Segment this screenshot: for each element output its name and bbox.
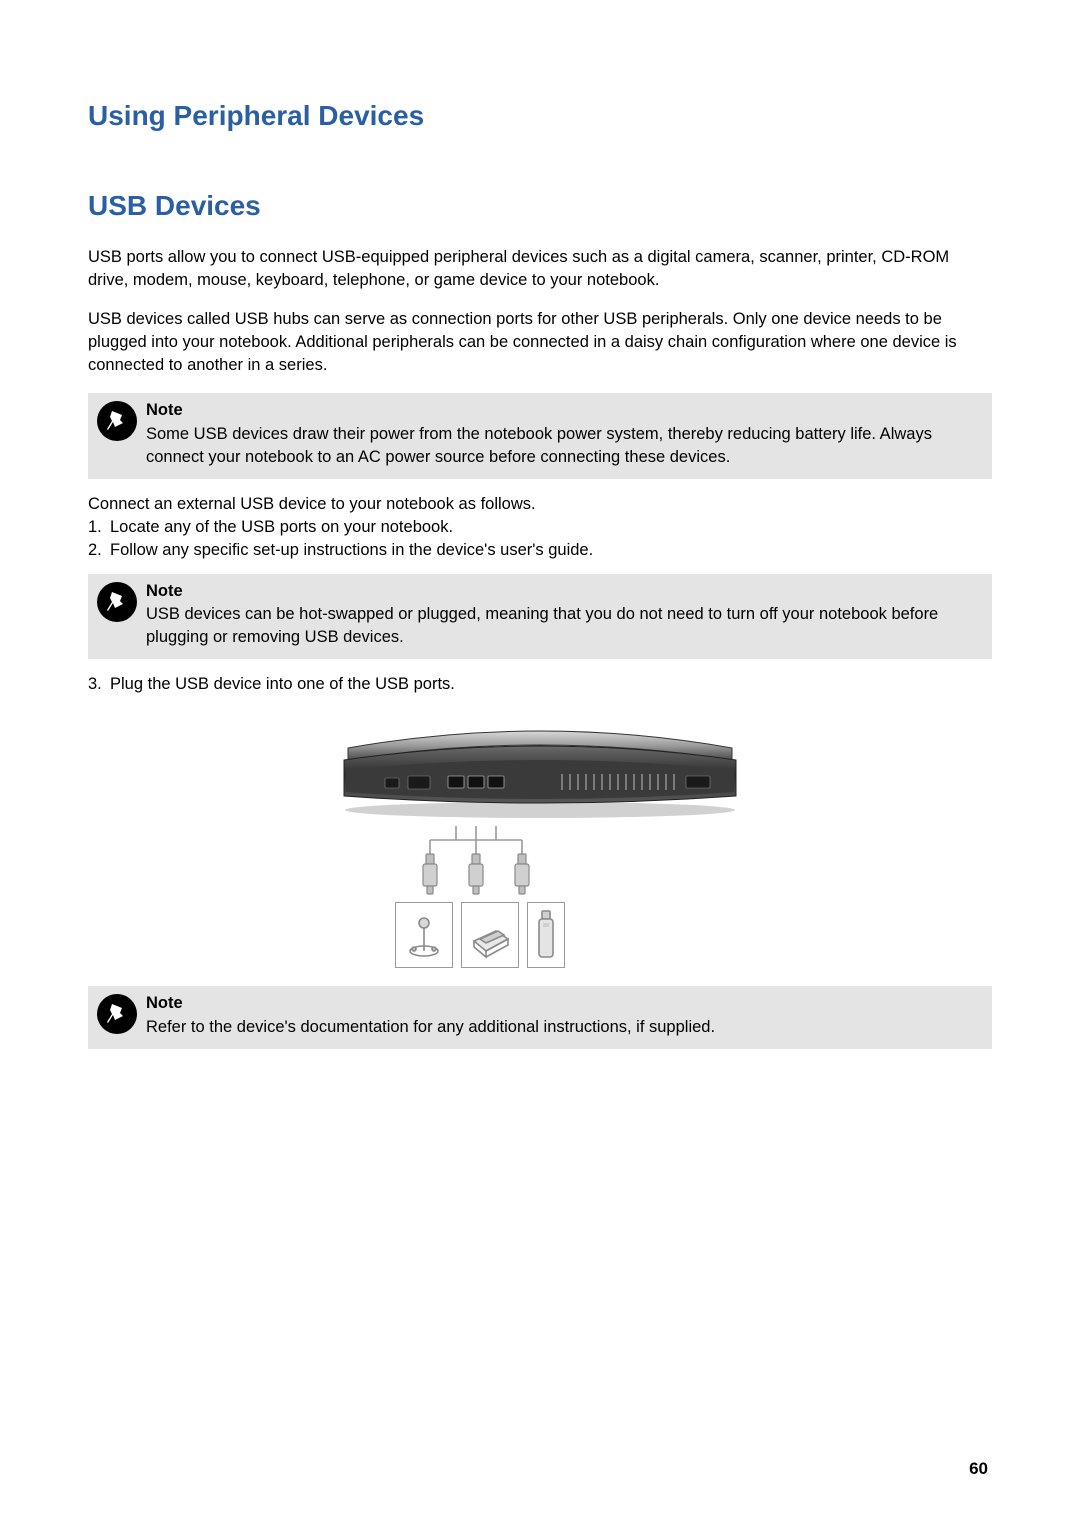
device-row <box>205 902 755 968</box>
steps-intro: Connect an external USB device to your n… <box>88 493 992 516</box>
note-icon-wrap <box>88 580 146 622</box>
connector-illustration <box>330 826 750 896</box>
heading-2: USB Devices <box>88 190 992 222</box>
note-box-2: Note USB devices can be hot-swapped or p… <box>88 574 992 659</box>
step-2: 2.Follow any specific set-up instruction… <box>88 539 992 562</box>
step-1: 1.Locate any of the USB ports on your no… <box>88 516 992 539</box>
note-title-1: Note <box>146 399 982 422</box>
device-flash-drive <box>527 902 565 968</box>
note-body-3: Refer to the device's documentation for … <box>146 1018 715 1036</box>
step-num-3: 3. <box>88 673 110 696</box>
note-box-3: Note Refer to the device's documentation… <box>88 986 992 1048</box>
step-text-1: Locate any of the USB ports on your note… <box>110 518 453 536</box>
paragraph-1: USB ports allow you to connect USB-equip… <box>88 246 992 292</box>
note-icon-wrap <box>88 399 146 441</box>
note-content-1: Note Some USB devices draw their power f… <box>146 399 982 468</box>
device-scanner <box>461 902 519 968</box>
note-box-1: Note Some USB devices draw their power f… <box>88 393 992 478</box>
page-content: Using Peripheral Devices USB Devices USB… <box>0 0 1080 1103</box>
steps-block-2: 3.Plug the USB device into one of the US… <box>88 673 992 696</box>
steps-block-1: Connect an external USB device to your n… <box>88 493 992 562</box>
note-title-2: Note <box>146 580 982 603</box>
paragraph-2: USB devices called USB hubs can serve as… <box>88 308 992 377</box>
step-num-1: 1. <box>88 516 110 539</box>
page-number: 60 <box>969 1459 988 1479</box>
note-icon-wrap <box>88 992 146 1034</box>
device-joystick <box>395 902 453 968</box>
pin-icon <box>97 401 137 441</box>
laptop-illustration <box>330 710 750 820</box>
figure-wrap <box>88 710 992 968</box>
heading-1: Using Peripheral Devices <box>88 100 992 132</box>
step-text-3: Plug the USB device into one of the USB … <box>110 675 455 693</box>
step-text-2: Follow any specific set-up instructions … <box>110 541 593 559</box>
note-title-3: Note <box>146 992 982 1015</box>
note-content-2: Note USB devices can be hot-swapped or p… <box>146 580 982 649</box>
pin-icon <box>97 994 137 1034</box>
figure <box>325 710 755 968</box>
step-3: 3.Plug the USB device into one of the US… <box>88 673 992 696</box>
pin-icon <box>97 582 137 622</box>
note-body-1: Some USB devices draw their power from t… <box>146 425 932 466</box>
note-body-2: USB devices can be hot-swapped or plugge… <box>146 605 938 646</box>
step-num-2: 2. <box>88 539 110 562</box>
note-content-3: Note Refer to the device's documentation… <box>146 992 982 1038</box>
